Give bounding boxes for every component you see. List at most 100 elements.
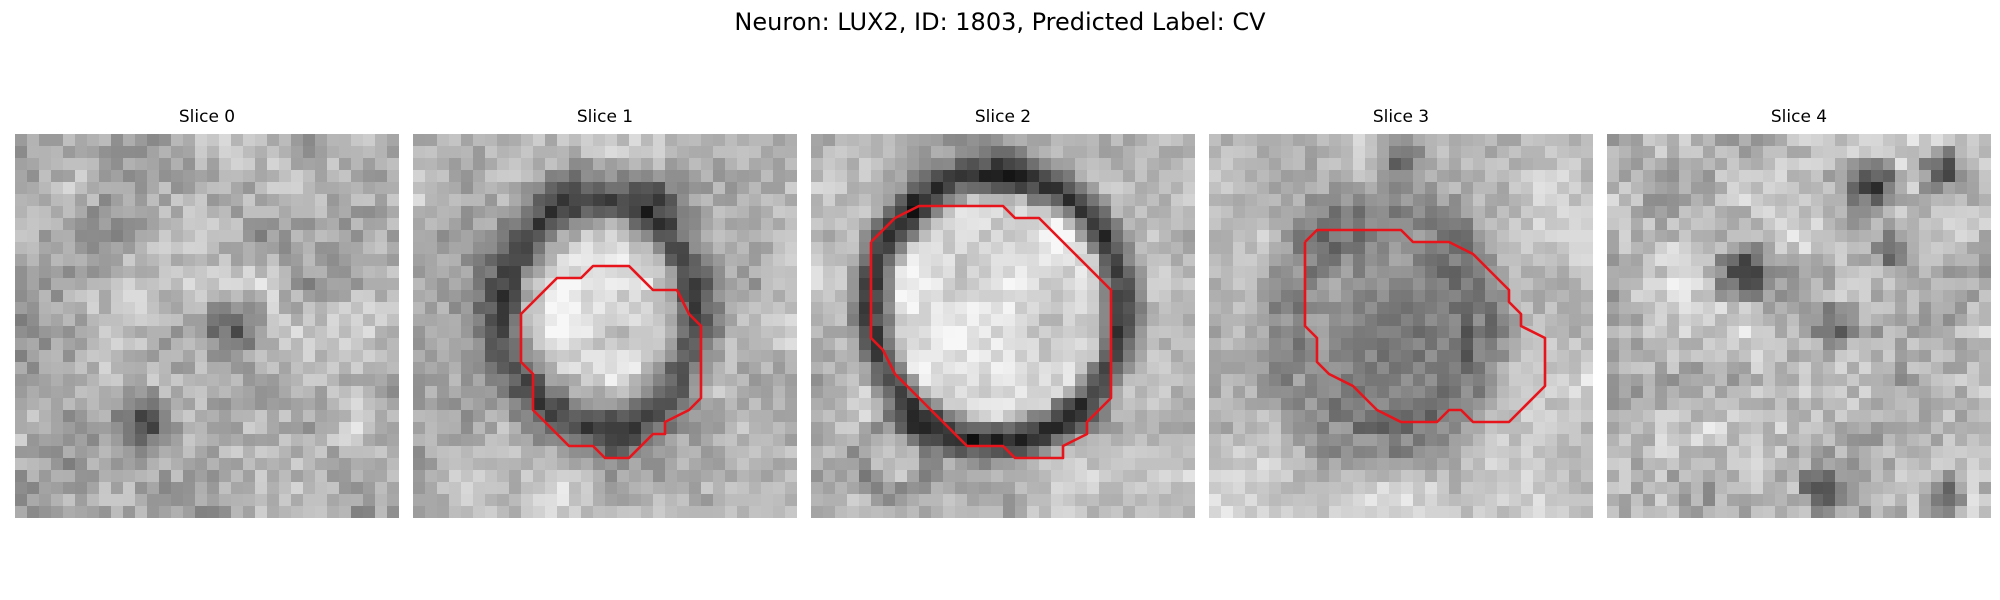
pixel-cell [883, 446, 896, 459]
pixel-cell [1979, 386, 1991, 399]
pixel-cell [1209, 374, 1222, 387]
pixel-cell [701, 494, 714, 507]
pixel-cell [1233, 362, 1246, 375]
slice-panel-2: Slice 2 [810, 106, 1196, 518]
pixel-cell [1631, 170, 1644, 183]
pixel-cell [135, 146, 148, 159]
pixel-cell [943, 434, 956, 447]
pixel-cell [1341, 326, 1354, 339]
pixel-cell [99, 482, 112, 495]
pixel-cell [521, 422, 534, 435]
pixel-cell [1437, 446, 1450, 459]
pixel-cell [255, 470, 268, 483]
pixel-cell [1329, 506, 1342, 518]
pixel-cell [1293, 146, 1306, 159]
pixel-cell [1811, 398, 1824, 411]
pixel-cell [1569, 242, 1582, 255]
pixel-cell [1293, 338, 1306, 351]
pixel-cell [339, 386, 352, 399]
pixel-cell [1485, 434, 1498, 447]
pixel-cell [1183, 194, 1195, 207]
pixel-cell [1015, 458, 1028, 471]
pixel-cell [641, 326, 654, 339]
pixel-cell [725, 338, 738, 351]
pixel-cell [629, 194, 642, 207]
pixel-cell [219, 446, 232, 459]
pixel-cell [1631, 230, 1644, 243]
pixel-cell [1245, 254, 1258, 267]
pixel-cell [811, 482, 824, 495]
pixel-cell [713, 494, 726, 507]
pixel-cell [363, 314, 376, 327]
pixel-cell [219, 278, 232, 291]
pixel-cell [1569, 506, 1582, 518]
pixel-cell [1341, 350, 1354, 363]
pixel-cell [847, 170, 860, 183]
pixel-cell [1425, 170, 1438, 183]
pixel-cell [1183, 362, 1195, 375]
pixel-cell [533, 326, 546, 339]
pixel-cell [87, 230, 100, 243]
pixel-cell [1967, 374, 1980, 387]
pixel-cell [761, 230, 774, 243]
pixel-cell [219, 398, 232, 411]
pixel-cell [375, 146, 388, 159]
pixel-cell [569, 338, 582, 351]
pixel-cell [1147, 446, 1160, 459]
pixel-cell [1171, 218, 1184, 231]
pixel-cell [581, 194, 594, 207]
pixel-cell [1039, 302, 1052, 315]
pixel-cell [219, 146, 232, 159]
pixel-cell [1281, 278, 1294, 291]
pixel-cell [713, 386, 726, 399]
pixel-cell [1521, 242, 1534, 255]
pixel-cell [1569, 350, 1582, 363]
pixel-cell [593, 506, 606, 518]
pixel-cell [1715, 422, 1728, 435]
pixel-cell [593, 302, 606, 315]
pixel-cell [449, 386, 462, 399]
pixel-cell [1545, 446, 1558, 459]
pixel-cell [979, 146, 992, 159]
pixel-cell [291, 458, 304, 471]
pixel-cell [859, 470, 872, 483]
pixel-cell [1341, 314, 1354, 327]
pixel-cell [1643, 206, 1656, 219]
pixel-cell [653, 254, 666, 267]
pixel-cell [1075, 158, 1088, 171]
pixel-cell [907, 278, 920, 291]
pixel-cell [39, 494, 52, 507]
pixel-cell [1799, 446, 1812, 459]
pixel-cell [159, 362, 172, 375]
pixel-cell [677, 194, 690, 207]
pixel-cell [461, 170, 474, 183]
pixel-cell [1257, 470, 1270, 483]
pixel-cell [1341, 362, 1354, 375]
pixel-cell [761, 494, 774, 507]
pixel-cell [919, 494, 932, 507]
pixel-cell [15, 230, 28, 243]
pixel-cell [147, 278, 160, 291]
pixel-cell [883, 266, 896, 279]
pixel-cell [1727, 182, 1740, 195]
pixel-cell [207, 446, 220, 459]
pixel-cell [521, 350, 534, 363]
pixel-cell [1039, 278, 1052, 291]
pixel-cell [931, 398, 944, 411]
pixel-cell [1233, 182, 1246, 195]
pixel-cell [931, 374, 944, 387]
pixel-cell [1401, 158, 1414, 171]
pixel-cell [485, 290, 498, 303]
pixel-cell [473, 314, 486, 327]
pixel-cell [557, 482, 570, 495]
pixel-cell [1955, 158, 1968, 171]
pixel-cell [363, 266, 376, 279]
pixel-cell [533, 470, 546, 483]
pixel-cell [761, 350, 774, 363]
pixel-cell [111, 230, 124, 243]
pixel-cell [1293, 446, 1306, 459]
pixel-cell [1569, 278, 1582, 291]
pixel-cell [907, 398, 920, 411]
pixel-cell [485, 398, 498, 411]
pixel-cell [1365, 494, 1378, 507]
